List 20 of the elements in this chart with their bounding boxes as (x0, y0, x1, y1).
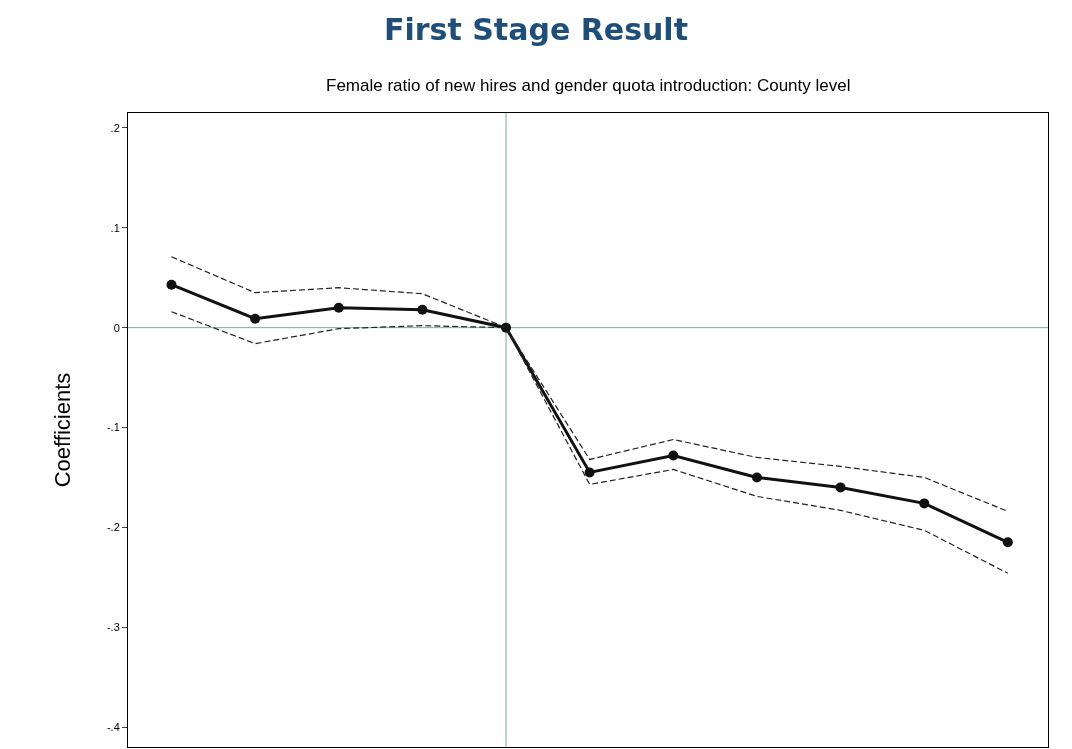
chart-subtitle: Female ratio of new hires and gender quota introduction: County level (326, 76, 851, 95)
point (919, 498, 930, 509)
y-tick-label: -.2 (106, 521, 120, 534)
point (333, 302, 344, 313)
point (668, 450, 679, 461)
y-tick-label: 0 (113, 321, 120, 334)
y-axis-title: Coefficients (49, 372, 75, 488)
y-tick-label: .1 (110, 221, 120, 234)
point (1002, 537, 1013, 548)
point (166, 279, 177, 290)
y-tick-label: -.4 (106, 720, 120, 733)
y-tick-label: -.3 (106, 621, 120, 634)
point (584, 467, 595, 478)
point (250, 313, 261, 324)
point (835, 482, 846, 493)
y-tick-label: -.1 (106, 421, 120, 434)
y-tick-label: .2 (110, 121, 120, 134)
chart-title: First Stage Result (384, 12, 688, 48)
point (751, 472, 762, 483)
point (417, 304, 428, 315)
